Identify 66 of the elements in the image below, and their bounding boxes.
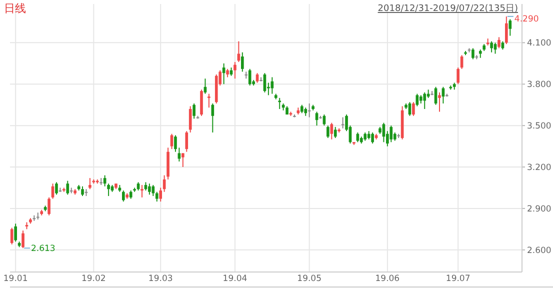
candlestick bbox=[330, 122, 334, 140]
annotation: 2.613 bbox=[31, 244, 56, 254]
candlestick bbox=[390, 125, 393, 143]
candlestick bbox=[270, 76, 274, 94]
candlestick bbox=[278, 97, 282, 110]
candlestick bbox=[200, 89, 203, 116]
candlestick bbox=[208, 93, 210, 108]
candlestick bbox=[237, 40, 240, 63]
candlestick bbox=[140, 184, 144, 198]
candlestick bbox=[234, 62, 236, 80]
y-tick-label: 3.200 bbox=[527, 163, 552, 174]
x-tick-label: 19.04 bbox=[222, 274, 248, 284]
chart-title: 日线 bbox=[4, 2, 26, 15]
candlestick bbox=[170, 133, 174, 150]
candlestick bbox=[341, 116, 344, 129]
y-tick-label: 4.100 bbox=[527, 38, 552, 49]
candlestick bbox=[472, 48, 474, 60]
candlestick bbox=[356, 132, 360, 143]
candlestick bbox=[505, 16, 508, 45]
candlestick bbox=[315, 111, 318, 126]
candlestick bbox=[508, 18, 512, 36]
candlestick bbox=[211, 102, 214, 133]
candlestick bbox=[66, 180, 70, 196]
x-tick-label: 19.07 bbox=[446, 274, 470, 284]
candlestick bbox=[456, 67, 460, 85]
candlestick bbox=[182, 152, 184, 168]
candlestick bbox=[22, 230, 24, 249]
chart-subtitle: 2018/12/31-2019/07/22(135日) bbox=[378, 4, 518, 14]
candlestick bbox=[308, 102, 311, 118]
candlestick bbox=[192, 102, 196, 120]
candlestick bbox=[152, 184, 155, 197]
candlestick bbox=[240, 52, 244, 72]
candlestick bbox=[498, 36, 500, 49]
candlestick bbox=[256, 72, 259, 84]
candlestick bbox=[159, 187, 162, 202]
candlestick bbox=[423, 92, 426, 110]
candlestick bbox=[81, 186, 84, 197]
candlestick bbox=[48, 196, 50, 216]
x-tick-label: 19.02 bbox=[81, 274, 106, 284]
candlestick bbox=[55, 182, 58, 196]
candlestick bbox=[122, 190, 125, 202]
candlestick bbox=[88, 178, 92, 190]
y-tick-label: 3.800 bbox=[527, 80, 552, 90]
x-tick-label: 19.06 bbox=[375, 274, 400, 284]
candlestick bbox=[416, 93, 419, 107]
candlestick bbox=[188, 106, 192, 133]
candlestick bbox=[490, 40, 493, 53]
y-tick-label: 2.900 bbox=[527, 204, 552, 214]
candlestick bbox=[10, 227, 14, 245]
candlestick bbox=[438, 92, 441, 112]
candlestick bbox=[371, 132, 374, 144]
candlestick bbox=[148, 183, 151, 196]
annotation: 4.290 bbox=[514, 14, 539, 24]
candlestick bbox=[412, 102, 415, 116]
candlestick bbox=[70, 187, 73, 194]
x-tick-label: 19.05 bbox=[297, 274, 322, 284]
y-tick-label: 2.600 bbox=[527, 246, 552, 256]
candlestick bbox=[326, 125, 330, 138]
candlestick bbox=[248, 68, 252, 86]
y-tick-label: 3.500 bbox=[527, 122, 552, 132]
candlestick bbox=[14, 223, 17, 242]
candlestick bbox=[334, 126, 337, 138]
candlestick bbox=[185, 130, 188, 152]
candlestick bbox=[155, 191, 158, 202]
x-tick-label: 19.01 bbox=[3, 274, 28, 284]
x-tick-label: 19.03 bbox=[148, 274, 173, 284]
